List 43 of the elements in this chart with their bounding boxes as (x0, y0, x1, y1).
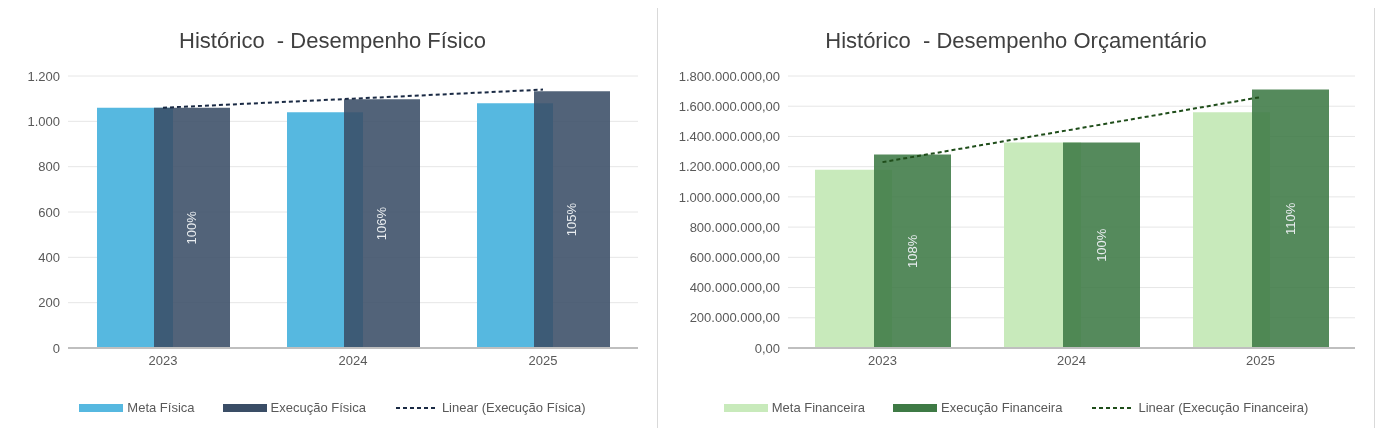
x-tick-label: 2023 (148, 353, 178, 369)
bar (1063, 142, 1140, 348)
y-tick-label: 1.000 (27, 113, 60, 129)
y-tick-label: 600.000.000,00 (689, 249, 780, 265)
chart-title: Histórico - Desempenho Orçamentário (824, 27, 1208, 55)
y-tick-label: 1.400.000.000,00 (678, 129, 780, 145)
x-tick-label: 2023 (868, 353, 897, 369)
legend-label: Meta Financeira (771, 400, 865, 415)
y-tick-label: 400.000.000,00 (689, 280, 780, 296)
chart-title: Histórico - Desempenho Físico (178, 27, 487, 55)
y-tick-label: 0 (52, 340, 60, 356)
legend-label: Linear (Execução Física) (441, 400, 586, 415)
y-tick-label: 1.200 (27, 68, 60, 84)
legend-label: Linear (Execução Financeira) (1138, 400, 1309, 415)
bar (344, 99, 420, 348)
annotation: 108% (905, 234, 920, 268)
y-tick-label: 1.200.000.000,00 (678, 159, 780, 175)
y-tick-label: 200 (38, 295, 60, 311)
y-tick-label: 800.000.000,00 (689, 219, 780, 235)
y-tick-label: 200.000.000,00 (689, 310, 780, 326)
x-tick-label: 2025 (1246, 353, 1275, 369)
y-tick-label: 1.800.000.000,00 (678, 68, 780, 84)
y-tick-label: 0,00 (754, 340, 780, 356)
x-tick-label: 2024 (1057, 353, 1086, 369)
bar (874, 154, 951, 348)
annotation: 110% (1283, 202, 1298, 235)
annotation: 100% (1094, 228, 1109, 262)
y-tick-label: 400 (38, 249, 60, 265)
y-tick-label: 1.000.000.000,00 (678, 189, 780, 205)
annotation: 100% (184, 210, 200, 245)
y-tick-label: 1.600.000.000,00 (678, 98, 780, 114)
y-tick-label: 600 (38, 204, 60, 220)
legend-label: Execução Física (270, 400, 366, 415)
x-tick-label: 2024 (338, 353, 368, 369)
annotation: 106% (374, 206, 390, 241)
annotation: 105% (564, 202, 580, 237)
y-tick-label: 800 (38, 159, 60, 175)
bar (154, 107, 230, 348)
bar (1252, 89, 1329, 348)
x-tick-label: 2025 (528, 353, 558, 369)
bar (534, 91, 610, 348)
legend-label: Meta Física (127, 400, 195, 415)
legend-label: Execução Financeira (941, 400, 1063, 415)
